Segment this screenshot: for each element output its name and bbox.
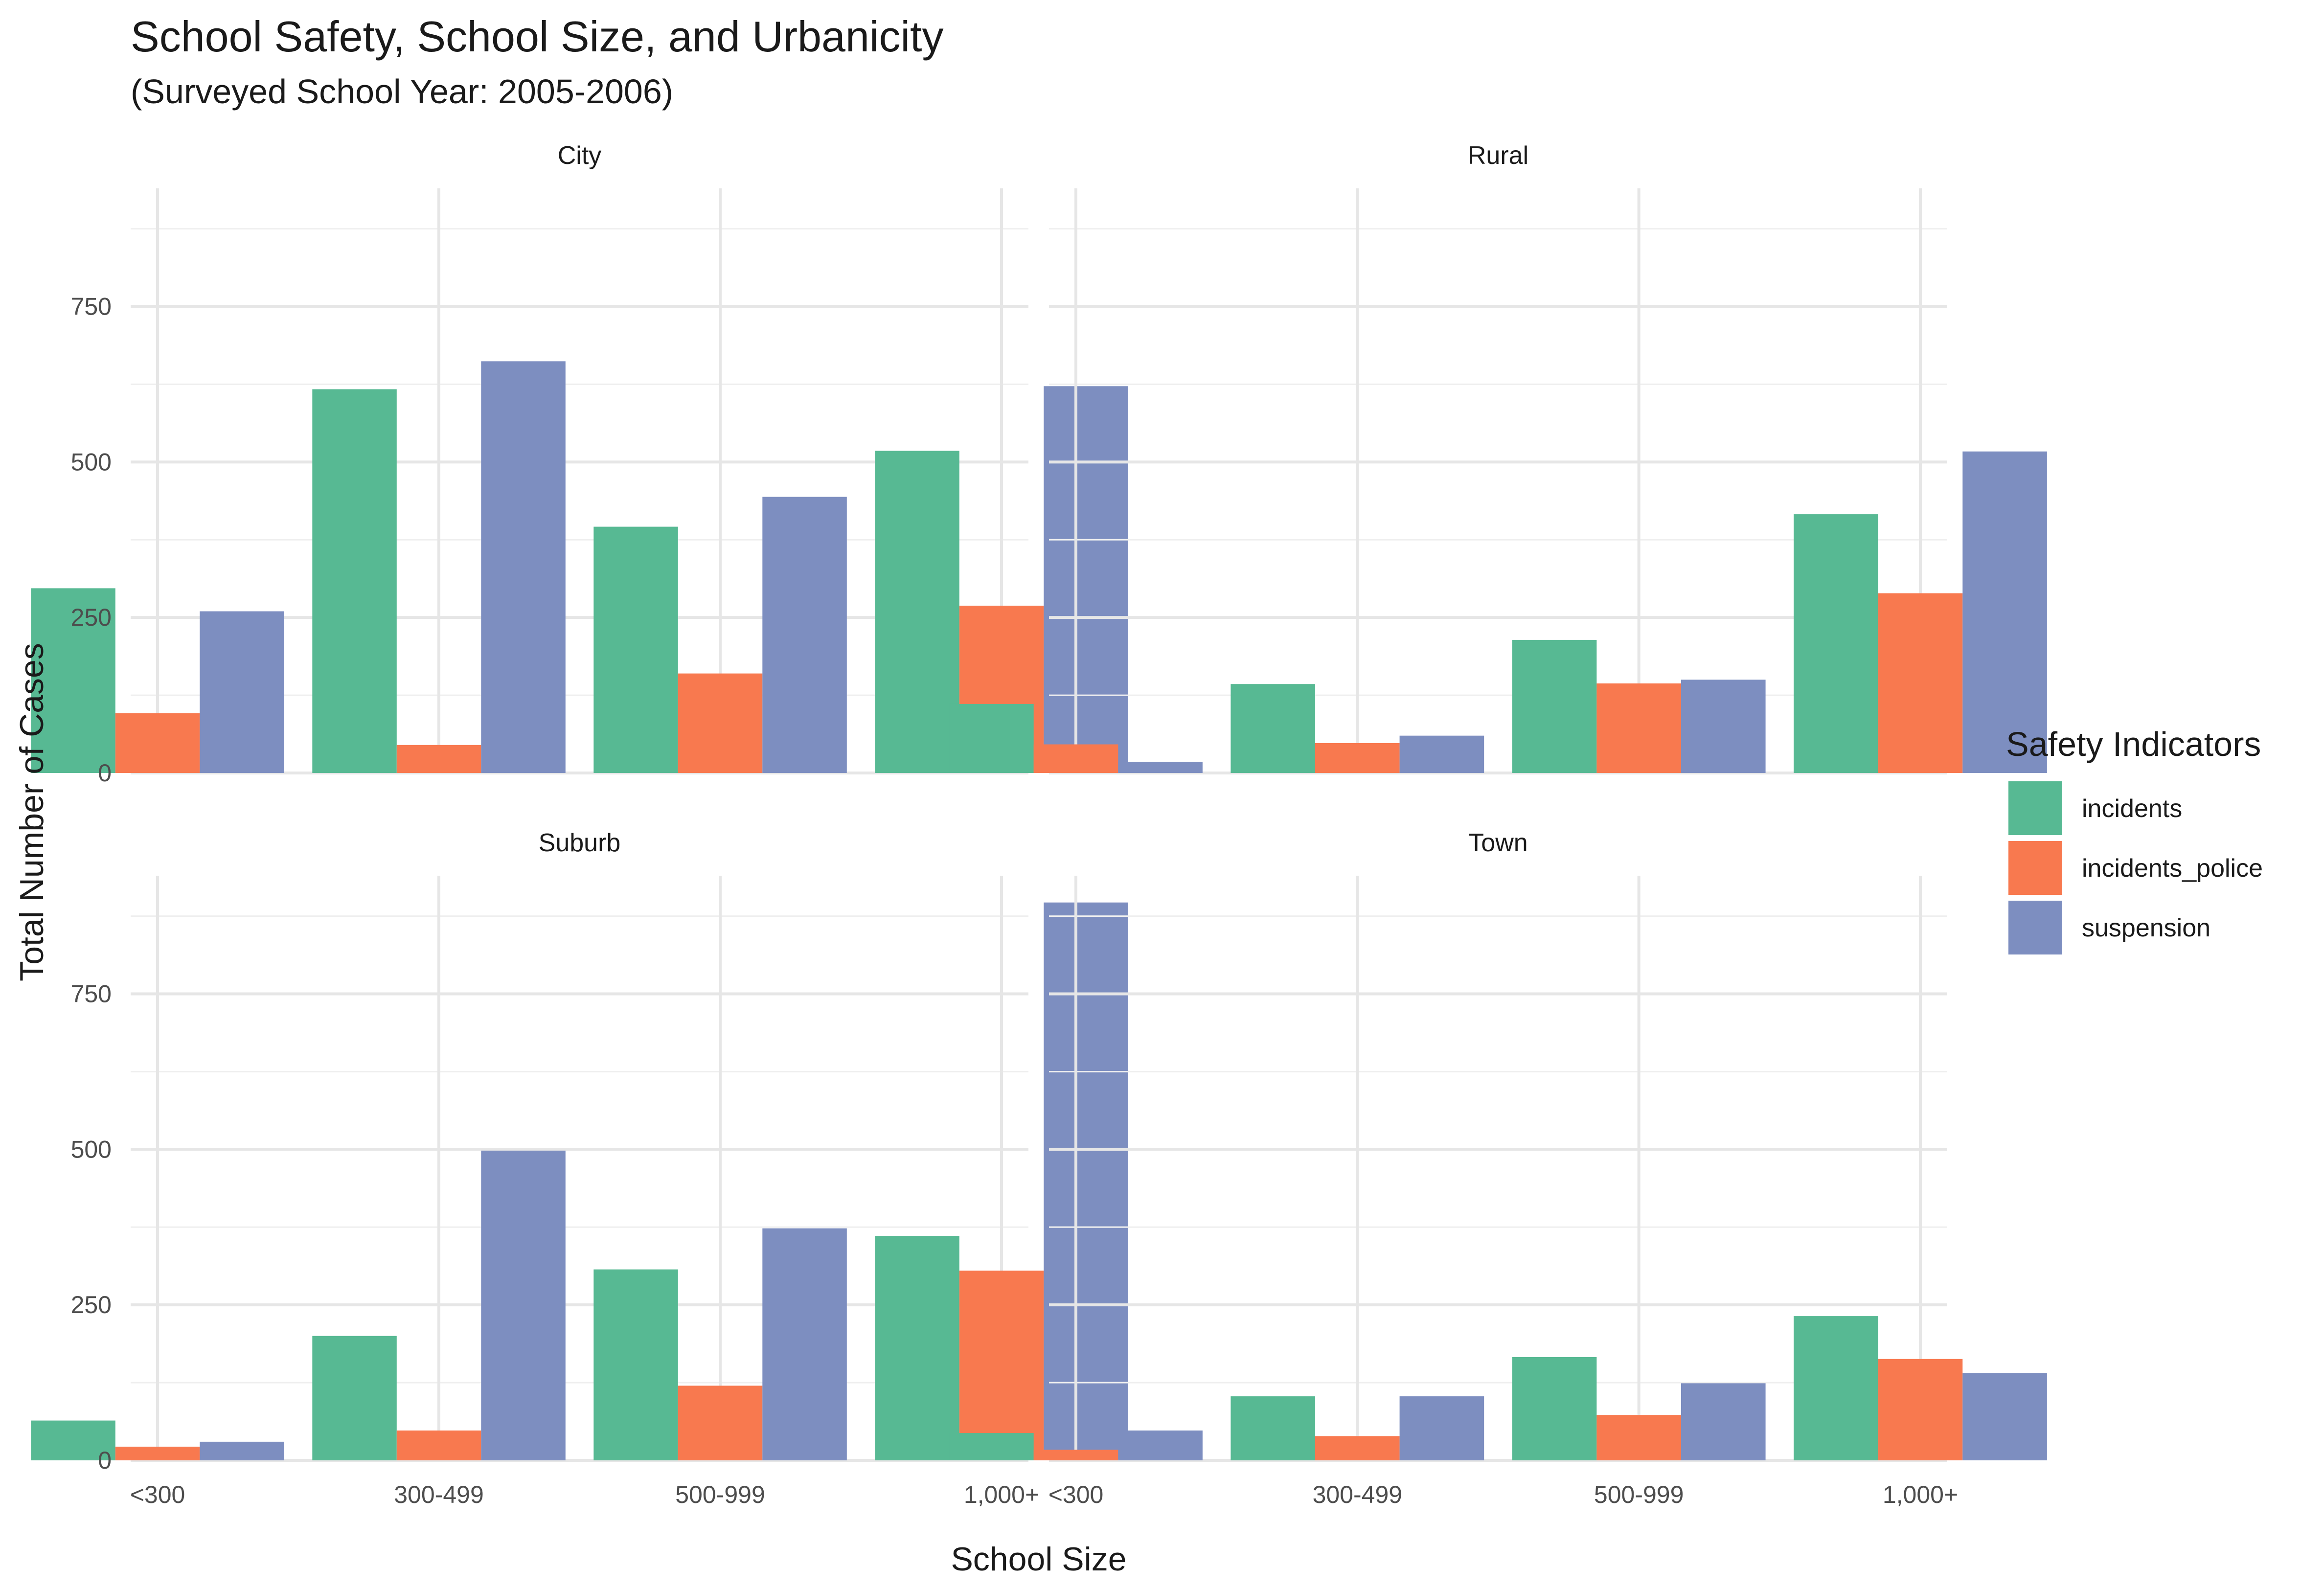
y-tick-label: 500 [71,1136,112,1163]
x-axis-title: School Size [951,1541,1126,1578]
bar-suburb-1-000plus-incidents [875,1236,959,1460]
y-tick-label: 500 [71,448,112,476]
y-tick-label: 250 [71,604,112,631]
bar-city-500-999-incidents [593,526,678,773]
bar-city-1-000plus-incidents [875,451,959,773]
legend-swatch-incidents [2008,781,2062,835]
y-axis-title: Total Number of Cases [13,643,50,981]
bar-rural-1-000plus-incidents [1794,514,1878,773]
y-axes: 0 250 500 750 0 250 500 750 [71,293,112,1474]
y-tick-label: 250 [71,1291,112,1318]
panel-rural: Rural [949,141,2047,774]
bar-city-lt-300-incidents-police [115,713,200,773]
bar-town-lt-300-incidents-police [1033,1450,1118,1460]
bar-suburb-lt-300-suspension [200,1441,284,1460]
bar-city-lt-300-suspension [200,611,284,773]
legend: Safety Indicators incidents incidents_pol… [2006,725,2263,954]
chart-subtitle: (Surveyed School Year: 2005-2006) [131,72,674,111]
bar-town-1-000plus-incidents [1794,1316,1878,1460]
bar-city-300-499-incidents-police [396,745,481,773]
bar-rural-300-499-suspension [1399,735,1484,773]
bar-suburb-500-999-suspension [762,1228,847,1460]
bar-rural-lt-300-suspension [1118,762,1203,773]
bar-rural-lt-300-incidents [949,704,1034,773]
legend-swatch-incidents-police [2008,841,2062,895]
bar-suburb-lt-300-incidents-police [115,1447,200,1460]
bar-suburb-500-999-incidents-police [678,1386,763,1460]
x-tick-label: 500-999 [1594,1481,1684,1508]
bar-town-500-999-incidents-police [1596,1415,1681,1460]
bar-suburb-1-000plus-incidents-police [959,1271,1044,1460]
bar-town-1-000plus-incidents-police [1878,1359,1963,1460]
panel-city: City [31,141,1128,774]
panel-suburb: Suburb [31,829,1128,1462]
bar-town-500-999-suspension [1681,1383,1766,1460]
bar-rural-500-999-incidents-police [1596,683,1681,773]
y-tick-label: 750 [71,293,112,320]
bar-rural-1-000plus-incidents-police [1878,593,1963,773]
facet-panels: City Rural Suburb Town [31,141,2047,1462]
x-tick-label: 300-499 [1313,1481,1403,1508]
bar-city-300-499-suspension [481,361,566,773]
bar-rural-500-999-incidents [1512,639,1597,773]
y-tick-label: 0 [98,759,112,787]
bar-town-300-499-suspension [1399,1396,1484,1460]
x-tick-label: <300 [1048,1481,1104,1508]
y-tick-label: 0 [98,1447,112,1474]
bar-town-300-499-incidents-police [1315,1436,1400,1460]
bar-suburb-1-000plus-suspension [1044,902,1128,1460]
bar-city-300-499-incidents [312,389,397,773]
bar-rural-500-999-suspension [1681,680,1766,773]
legend-label-incidents: incidents [2082,795,2182,823]
bar-suburb-300-499-incidents-police [396,1431,481,1460]
bar-town-300-499-incidents [1230,1396,1315,1460]
legend-label-suspension: suspension [2082,914,2210,942]
bar-suburb-lt-300-incidents [31,1420,115,1460]
x-tick-label: 1,000+ [964,1481,1039,1508]
bar-rural-lt-300-incidents-police [1033,744,1118,773]
bar-town-lt-300-incidents [949,1433,1034,1460]
bar-suburb-300-499-suspension [481,1150,566,1460]
bar-city-1-000plus-suspension [1044,386,1128,773]
x-axes: <300 300-499 500-999 1,000+ <300 300-499 500-9… [130,1481,1958,1508]
x-tick-label: 1,000+ [1883,1481,1958,1508]
facet-label-city: City [558,141,602,170]
legend-title: Safety Indicators [2006,725,2261,763]
bar-town-lt-300-suspension [1118,1431,1203,1460]
facet-label-suburb: Suburb [539,829,621,857]
x-tick-label: 500-999 [675,1481,765,1508]
facet-label-town: Town [1468,829,1527,857]
bar-town-500-999-incidents [1512,1357,1597,1460]
bar-rural-300-499-incidents [1230,684,1315,773]
legend-label-incidents-police: incidents_police [2082,854,2263,883]
chart-title: School Safety, School Size, and Urbanici… [131,12,944,61]
bar-rural-1-000plus-suspension [1962,451,2047,773]
bar-city-lt-300-incidents [31,588,115,773]
x-tick-label: <300 [130,1481,185,1508]
panel-town: Town [949,829,2047,1462]
bar-city-500-999-suspension [762,497,847,773]
bar-suburb-300-499-incidents [312,1336,397,1460]
x-tick-label: 300-499 [394,1481,484,1508]
bar-city-500-999-incidents-police [678,673,763,773]
bar-suburb-500-999-incidents [593,1269,678,1460]
bar-rural-300-499-incidents-police [1315,743,1400,773]
y-tick-label: 750 [71,980,112,1008]
bar-town-1-000plus-suspension [1962,1373,2047,1460]
facet-label-rural: Rural [1468,141,1528,170]
legend-swatch-suspension [2008,901,2062,954]
